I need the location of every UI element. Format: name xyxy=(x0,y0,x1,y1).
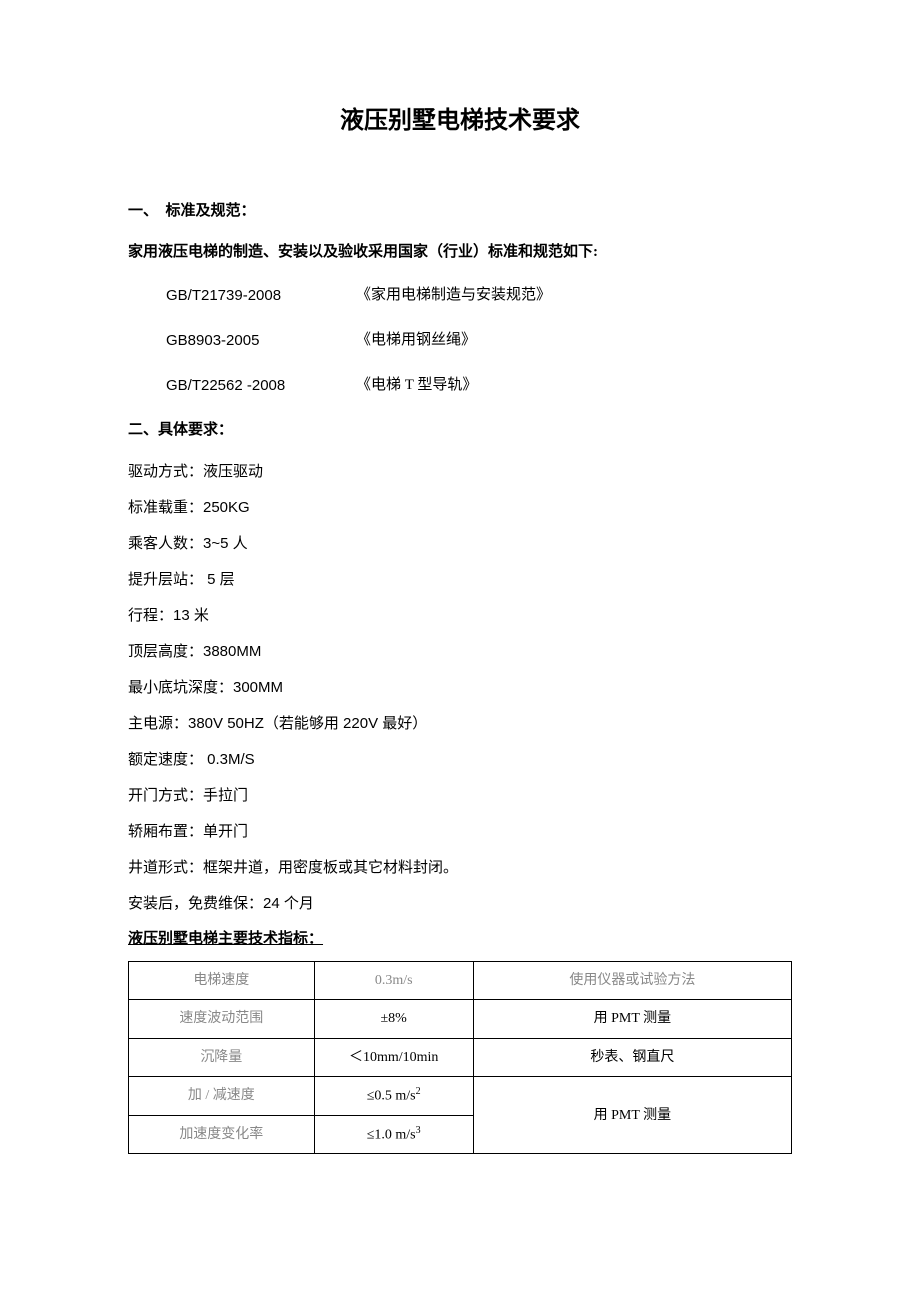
spec-item: 井道形式：框架井道，用密度板或其它材料封闭。 xyxy=(128,854,792,881)
table-cell: 电梯速度 xyxy=(129,962,315,1000)
standard-row: GB/T21739-2008 《家用电梯制造与安装规范》 xyxy=(166,282,792,309)
spec-table: 电梯速度 0.3m/s 使用仪器或试验方法 速度波动范围 ±8% 用 PMT 测… xyxy=(128,961,792,1154)
standard-name: 《电梯用钢丝绳》 xyxy=(356,327,476,354)
table-cell: 秒表、钢直尺 xyxy=(473,1038,791,1076)
table-row: 速度波动范围 ±8% 用 PMT 测量 xyxy=(129,1000,792,1038)
spec-item: 顶层高度：3880MM xyxy=(128,638,792,665)
table-cell: 0.3m/s xyxy=(314,962,473,1000)
spec-list: 驱动方式：液压驱动 标准载重：250KG 乘客人数：3~5 人 提升层站： 5 … xyxy=(128,458,792,917)
spec-item: 乘客人数：3~5 人 xyxy=(128,530,792,557)
spec-item: 标准载重：250KG xyxy=(128,494,792,521)
standard-name: 《家用电梯制造与安装规范》 xyxy=(356,282,551,309)
standard-name: 《电梯 T 型导轨》 xyxy=(356,372,477,399)
standard-code: GB/T22562 -2008 xyxy=(166,372,356,399)
standard-code: GB/T21739-2008 xyxy=(166,282,356,309)
section1-heading: 一、 标准及规范： xyxy=(128,198,792,225)
section1-subheading: 家用液压电梯的制造、安装以及验收采用国家（行业）标准和规范如下: xyxy=(128,239,792,266)
table-cell-merged: 用 PMT 测量 xyxy=(473,1076,791,1154)
standard-row: GB8903-2005 《电梯用钢丝绳》 xyxy=(166,327,792,354)
table-cell: ±8% xyxy=(314,1000,473,1038)
table-cell: 使用仪器或试验方法 xyxy=(473,962,791,1000)
table-cell: ＜10mm/10min xyxy=(314,1038,473,1076)
table-header-row: 电梯速度 0.3m/s 使用仪器或试验方法 xyxy=(129,962,792,1000)
table-cell: ≤0.5 m/s2 xyxy=(314,1076,473,1115)
table-cell: ≤1.0 m/s3 xyxy=(314,1115,473,1154)
document-title: 液压别墅电梯技术要求 xyxy=(128,100,792,143)
spec-item: 轿厢布置：单开门 xyxy=(128,818,792,845)
table-cell: 速度波动范围 xyxy=(129,1000,315,1038)
table-cell: 加 / 减速度 xyxy=(129,1076,315,1115)
spec-item: 最小底坑深度：300MM xyxy=(128,674,792,701)
spec-item: 行程：13 米 xyxy=(128,602,792,629)
spec-item: 提升层站： 5 层 xyxy=(128,566,792,593)
spec-item: 安装后，免费维保：24 个月 xyxy=(128,890,792,917)
spec-item: 驱动方式：液压驱动 xyxy=(128,458,792,485)
table-row: 加 / 减速度 ≤0.5 m/s2 用 PMT 测量 xyxy=(129,1076,792,1115)
spec-item: 主电源：380V 50HZ（若能够用 220V 最好） xyxy=(128,710,792,737)
section2-heading: 二、具体要求： xyxy=(128,417,792,444)
table-title: 液压别墅电梯主要技术指标： xyxy=(128,926,792,953)
spec-item: 开门方式：手拉门 xyxy=(128,782,792,809)
standard-row: GB/T22562 -2008 《电梯 T 型导轨》 xyxy=(166,372,792,399)
table-cell: 加速度变化率 xyxy=(129,1115,315,1154)
standard-code: GB8903-2005 xyxy=(166,327,356,354)
standards-list: GB/T21739-2008 《家用电梯制造与安装规范》 GB8903-2005… xyxy=(166,282,792,399)
spec-item: 额定速度： 0.3M/S xyxy=(128,746,792,773)
table-cell: 沉降量 xyxy=(129,1038,315,1076)
table-row: 沉降量 ＜10mm/10min 秒表、钢直尺 xyxy=(129,1038,792,1076)
table-cell: 用 PMT 测量 xyxy=(473,1000,791,1038)
